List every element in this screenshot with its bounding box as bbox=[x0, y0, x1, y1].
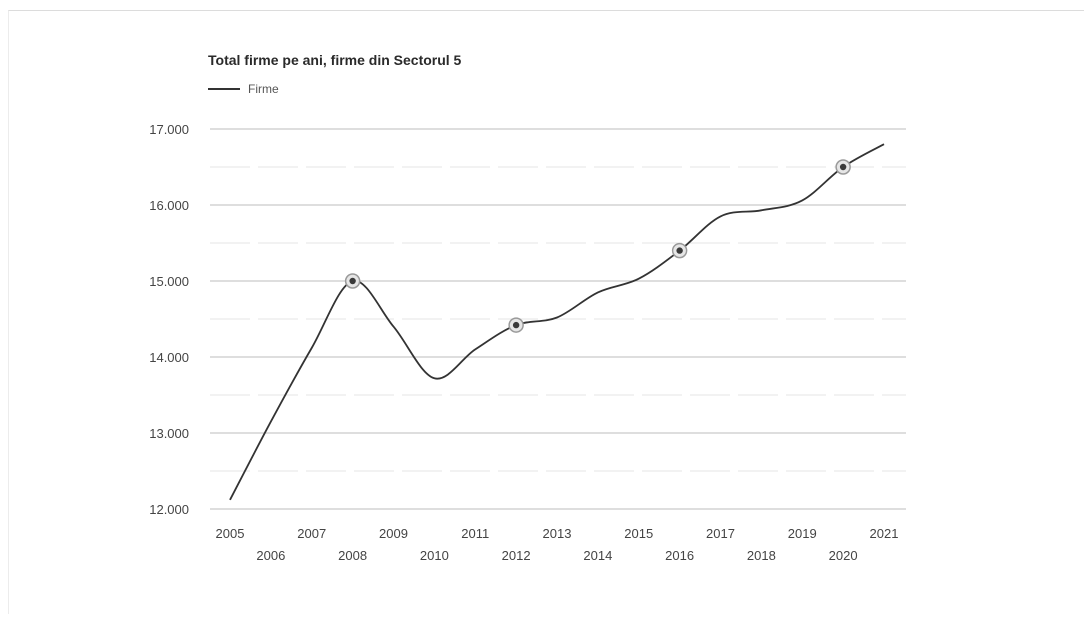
chart-title: Total firme pe ani, firme din Sectorul 5 bbox=[208, 52, 462, 68]
y-tick-label: 15.000 bbox=[149, 274, 189, 289]
x-tick-label: 2014 bbox=[583, 548, 612, 563]
x-tick-label: 2007 bbox=[297, 526, 326, 541]
data-point[interactable] bbox=[636, 276, 642, 282]
point-marker-core bbox=[676, 247, 683, 254]
data-point[interactable] bbox=[227, 497, 233, 503]
x-tick-label: 2019 bbox=[788, 526, 817, 541]
x-tick-label: 2009 bbox=[379, 526, 408, 541]
point-marker-core bbox=[512, 321, 520, 329]
data-point[interactable] bbox=[554, 314, 560, 320]
data-point[interactable] bbox=[309, 345, 315, 351]
x-tick-label: 2016 bbox=[665, 548, 694, 563]
y-axis-ticks: 12.000 13.000 14.000 15.000 16.000 17.000 bbox=[149, 122, 189, 517]
data-point[interactable] bbox=[595, 289, 601, 295]
legend-swatch bbox=[208, 88, 240, 90]
data-point[interactable] bbox=[472, 346, 478, 352]
series-firme bbox=[227, 141, 887, 503]
data-point[interactable] bbox=[268, 419, 274, 425]
series-line bbox=[229, 143, 885, 501]
point-marker-core bbox=[349, 277, 356, 285]
x-tick-label: 2015 bbox=[624, 526, 653, 541]
legend[interactable]: Firme bbox=[208, 82, 279, 96]
y-tick-label: 13.000 bbox=[149, 426, 189, 441]
x-tick-label: 2013 bbox=[543, 526, 572, 541]
legend-label: Firme bbox=[248, 82, 279, 96]
x-tick-label: 2011 bbox=[461, 526, 489, 541]
chart-frame bbox=[8, 10, 1084, 614]
data-point[interactable] bbox=[718, 213, 724, 219]
y-tick-label: 16.000 bbox=[149, 198, 189, 213]
data-point[interactable] bbox=[758, 207, 764, 213]
x-tick-label: 2020 bbox=[829, 548, 858, 563]
x-tick-label: 2006 bbox=[256, 548, 285, 563]
data-point[interactable] bbox=[391, 324, 397, 330]
x-tick-label: 2008 bbox=[338, 548, 367, 563]
y-tick-label: 17.000 bbox=[149, 122, 189, 137]
x-axis-ticks: 2005 2006 2007 2008 2009 2010 2011 2012 2013 2014… bbox=[216, 526, 899, 563]
x-tick-label: 2010 bbox=[420, 548, 449, 563]
data-point[interactable] bbox=[799, 197, 805, 203]
x-tick-label: 2021 bbox=[870, 526, 899, 541]
x-tick-label: 2017 bbox=[706, 526, 735, 541]
point-marker-core bbox=[839, 163, 847, 171]
data-point[interactable] bbox=[431, 375, 437, 381]
x-tick-label: 2005 bbox=[216, 526, 245, 541]
x-tick-label: 2012 bbox=[502, 548, 531, 563]
y-tick-label: 14.000 bbox=[149, 350, 189, 365]
data-point[interactable] bbox=[881, 141, 887, 147]
y-tick-label: 12.000 bbox=[149, 502, 189, 517]
x-tick-label: 2018 bbox=[747, 548, 776, 563]
